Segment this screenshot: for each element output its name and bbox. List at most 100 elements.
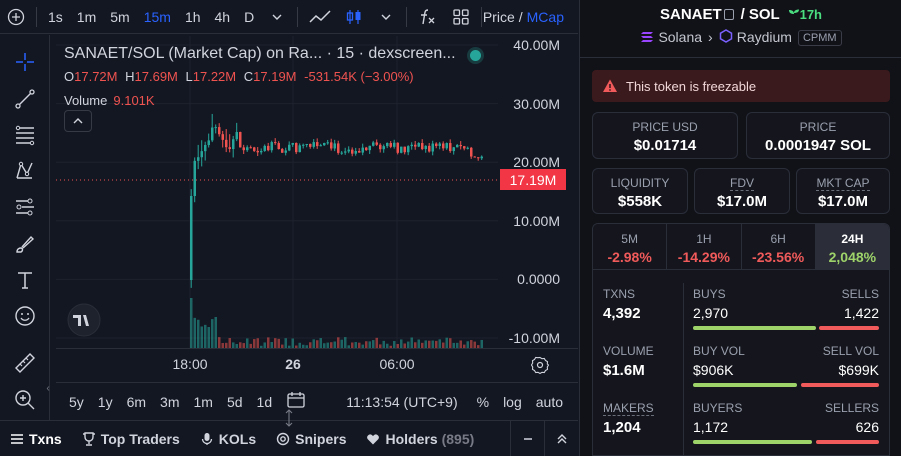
interval-1h[interactable]: 1h [184, 8, 201, 25]
collapse-toolbar-icon[interactable]: ‹ [46, 382, 50, 394]
range-5y[interactable]: 5y [69, 393, 84, 410]
mcap-option[interactable]: MCap [526, 9, 564, 25]
crosshair-tool[interactable] [12, 49, 38, 75]
interval-5m[interactable]: 5m [110, 8, 130, 25]
interval-dropdown[interactable] [261, 0, 293, 34]
toolbar-divider [36, 6, 37, 27]
text-tool[interactable] [12, 267, 38, 293]
tab-kols[interactable]: KOLs [190, 421, 266, 456]
range-6m[interactable]: 6m [126, 393, 147, 410]
candle-body [452, 147, 455, 152]
candle-body [361, 147, 364, 153]
tab-holders[interactable]: Holders (895) [356, 421, 484, 456]
minimize-panel-button[interactable] [510, 421, 544, 456]
change-tab-1h[interactable]: 1H -14.29% [667, 224, 742, 269]
txns-value: 4,392 [603, 305, 641, 322]
candle-body [242, 147, 245, 151]
range-3m[interactable]: 3m [160, 393, 180, 410]
price-axis[interactable]: 40.00M 30.00M 20.00M 10.00M 0.0000 -10.0… [498, 36, 578, 348]
range-5d[interactable]: 5d [226, 393, 243, 410]
toggle-separator: / [518, 9, 523, 25]
go-to-date-button[interactable] [279, 391, 313, 412]
base-token-symbol: SANAET [660, 6, 722, 23]
change-tab-6h[interactable]: 6H -23.56% [741, 224, 816, 269]
volume-bar [302, 344, 305, 348]
candle-body [382, 146, 385, 150]
interval-d[interactable]: D [244, 8, 255, 25]
range-1d[interactable]: 1d [256, 393, 273, 410]
price-mcap-toggle[interactable]: Price / MCap [483, 0, 564, 34]
candle-body [442, 143, 445, 149]
change-value: 2,048% [828, 249, 877, 265]
trendline-tool[interactable] [12, 86, 38, 112]
layouts-button[interactable] [445, 0, 477, 34]
zoom-tool[interactable] [12, 387, 38, 413]
measure-tool[interactable] [12, 350, 38, 376]
volume-bar [393, 341, 396, 348]
resize-handle-icon[interactable] [284, 408, 294, 428]
buy-vol-bar [693, 383, 798, 387]
candle-body [232, 139, 235, 150]
add-symbol-button[interactable] [0, 0, 32, 34]
brush-icon [16, 235, 35, 253]
volume-bar [235, 343, 238, 348]
line-chart-button[interactable] [302, 0, 338, 34]
expand-panel-button[interactable] [544, 421, 578, 456]
mkt-cap-value: $17.0M [817, 193, 869, 210]
volume-bar [193, 317, 196, 348]
projection-tool[interactable] [12, 194, 38, 220]
chart-plot-area[interactable] [56, 36, 498, 348]
volume-bar [253, 339, 256, 348]
candle-body [190, 196, 193, 280]
emoji-tool[interactable] [12, 303, 38, 329]
fdv-card[interactable]: FDV $17.0M [694, 168, 790, 214]
log-scale-toggle[interactable]: log [503, 394, 522, 410]
tab-txns[interactable]: Txns [0, 421, 72, 456]
brush-tool[interactable] [12, 231, 38, 257]
volume-bar [445, 337, 448, 348]
percent-scale-toggle[interactable]: % [476, 394, 490, 410]
interval-4h[interactable]: 4h [214, 8, 231, 25]
candle-body [473, 156, 476, 158]
chain-name[interactable]: Solana [658, 29, 703, 45]
candle-body [221, 134, 224, 140]
change-tab-24h[interactable]: 24H 2,048% [815, 224, 889, 269]
timezone-clock[interactable]: 11:13:54 (UTC+9) [346, 394, 458, 410]
interval-15m[interactable]: 15m [143, 8, 171, 25]
volume-bar [340, 339, 343, 348]
pattern-tool[interactable] [12, 158, 38, 184]
interval-1m[interactable]: 1m [76, 8, 97, 25]
candle-body [253, 147, 256, 151]
copy-icon[interactable] [723, 9, 734, 20]
range-1m[interactable]: 1m [193, 393, 213, 410]
indicators-button[interactable] [411, 0, 445, 34]
mkt-cap-card[interactable]: MKT CAP $17.0M [796, 168, 890, 214]
candles-button[interactable] [338, 0, 370, 34]
change-tab-5m[interactable]: 5M -2.98% [593, 224, 668, 269]
interval-1s[interactable]: 1s [48, 8, 63, 25]
chart-type-dropdown[interactable] [370, 0, 402, 34]
dex-name[interactable]: Raydium [736, 29, 792, 45]
tradingview-logo-icon[interactable] [67, 303, 101, 337]
tab-snipers[interactable]: Snipers [266, 421, 356, 456]
settings-icon[interactable] [531, 356, 549, 374]
price-option[interactable]: Price [482, 9, 515, 25]
freezable-warning[interactable]: This token is freezable [592, 70, 890, 102]
change-value: -23.56% [752, 249, 805, 265]
legend-collapse-button[interactable] [64, 110, 92, 132]
volume-bar [410, 337, 413, 348]
y-tick-label: 10.00M [513, 213, 560, 229]
volume-bar [263, 342, 266, 348]
liquidity-value: $558K [617, 193, 663, 210]
candle-body [214, 127, 217, 129]
volume-bar [354, 342, 357, 348]
candle-body [407, 146, 410, 153]
fib-tool[interactable] [12, 122, 38, 148]
auto-scale-toggle[interactable]: auto [535, 394, 563, 410]
tab-holders-label: Holders [385, 430, 438, 447]
time-axis[interactable]: 18:00 26 06:00 [56, 348, 578, 380]
range-1y[interactable]: 1y [97, 393, 113, 410]
candle-body [270, 142, 273, 151]
tab-top-traders[interactable]: Top Traders [72, 421, 190, 456]
volume-bar [396, 343, 399, 348]
